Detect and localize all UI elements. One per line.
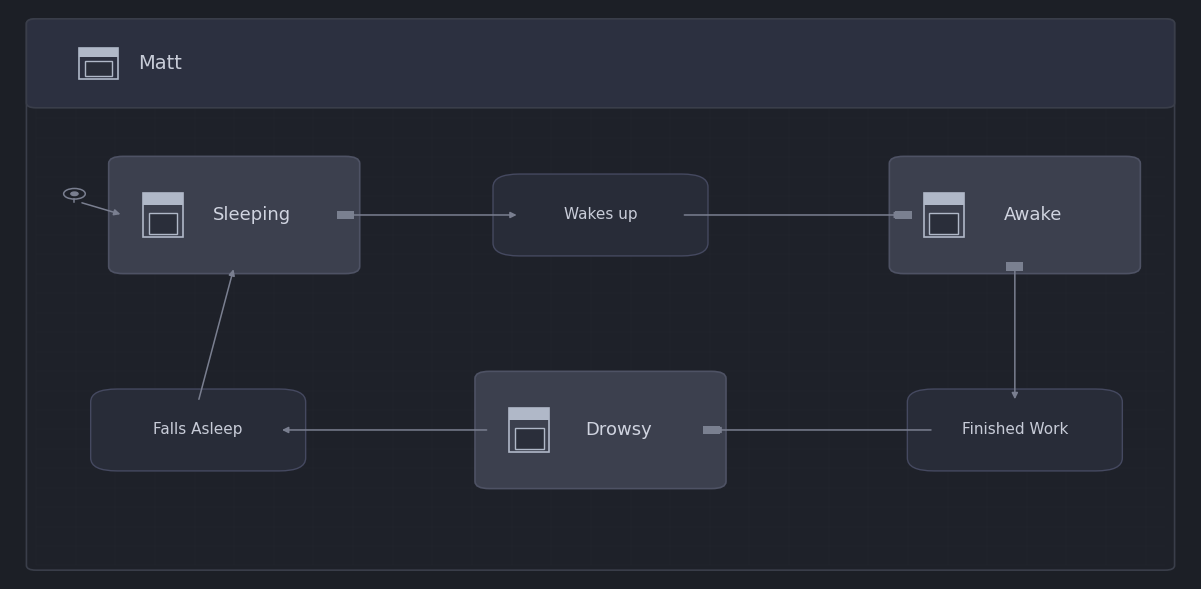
FancyBboxPatch shape [907, 389, 1122, 471]
FancyBboxPatch shape [26, 19, 1175, 570]
FancyBboxPatch shape [336, 211, 353, 219]
FancyBboxPatch shape [930, 213, 958, 234]
Text: Drowsy: Drowsy [585, 421, 652, 439]
Circle shape [71, 192, 78, 196]
Text: Wakes up: Wakes up [563, 207, 638, 223]
FancyBboxPatch shape [84, 61, 113, 76]
FancyBboxPatch shape [149, 213, 178, 234]
FancyBboxPatch shape [924, 193, 963, 206]
Text: Matt: Matt [138, 54, 183, 73]
FancyBboxPatch shape [509, 408, 549, 421]
FancyBboxPatch shape [108, 157, 360, 274]
FancyBboxPatch shape [91, 389, 305, 471]
FancyBboxPatch shape [895, 211, 912, 219]
FancyBboxPatch shape [515, 428, 544, 449]
Text: Falls Asleep: Falls Asleep [154, 422, 243, 438]
Text: Sleeping: Sleeping [213, 206, 291, 224]
FancyBboxPatch shape [474, 372, 725, 489]
FancyBboxPatch shape [703, 426, 719, 434]
Text: Finished Work: Finished Work [962, 422, 1068, 438]
FancyBboxPatch shape [492, 174, 707, 256]
FancyBboxPatch shape [143, 193, 183, 206]
FancyBboxPatch shape [1006, 263, 1023, 271]
FancyBboxPatch shape [26, 19, 1175, 108]
FancyBboxPatch shape [79, 48, 118, 57]
Text: Awake: Awake [1003, 206, 1062, 224]
FancyBboxPatch shape [889, 157, 1140, 274]
